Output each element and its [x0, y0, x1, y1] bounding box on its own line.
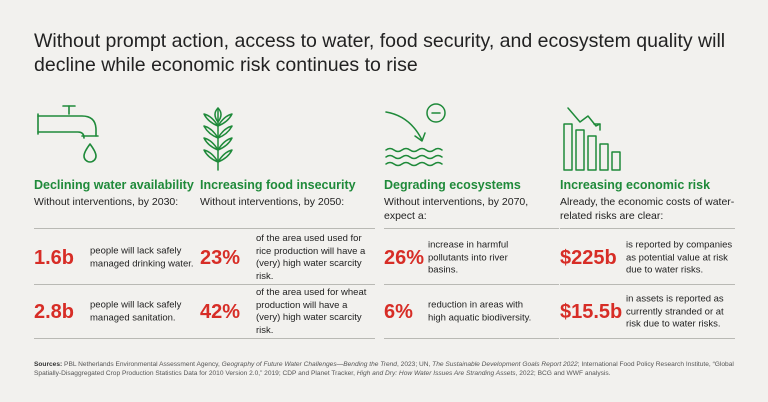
- divider: [560, 338, 735, 339]
- sources-title: High and Dry: How Water Issues Are Stran…: [356, 370, 516, 377]
- divider: [384, 228, 559, 229]
- sources-title: Geography of Future Water Challenges—Ben…: [221, 361, 397, 368]
- sources-text: PBL Netherlands Environmental Assessment…: [62, 361, 222, 368]
- stat-text: of the area used used for rice productio…: [256, 233, 366, 282]
- stat-text: of the area used for wheat production wi…: [256, 287, 367, 336]
- stat-row: $15.5b in assets is reported as currentl…: [560, 290, 745, 334]
- divider: [200, 228, 375, 229]
- stat-value: 2.8b: [34, 301, 75, 323]
- column-title: Increasing economic risk: [560, 178, 711, 192]
- column-subtitle: Without interventions, by 2030:: [34, 196, 179, 208]
- column-subtitle: Without interventions, by 2070, expect a…: [384, 196, 529, 222]
- stat-value: $15.5b: [560, 301, 623, 323]
- stat-value: 26%: [384, 247, 425, 269]
- wheat-icon: [200, 100, 240, 172]
- sources-text: , 2022; BCG and WWF analysis.: [515, 370, 611, 377]
- divider: [34, 338, 209, 339]
- stat-value: 1.6b: [34, 247, 75, 269]
- divider: [384, 284, 559, 285]
- faucet-drop-icon: [34, 100, 106, 170]
- stat-row: 6% reduction in areas with high aquatic …: [384, 290, 569, 334]
- sources-note: Sources: PBL Netherlands Environmental A…: [34, 360, 739, 378]
- sources-text: ; International Food Policy Research Ins…: [34, 361, 734, 377]
- divider: [560, 228, 735, 229]
- stat-value: 6%: [384, 301, 413, 323]
- stat-text: in assets is reported as currently stran…: [626, 293, 724, 330]
- stat-row: 26% increase in harmful pollutants into …: [384, 236, 569, 280]
- column-title: Declining water availability: [34, 178, 194, 192]
- stat-text: is reported by companies as potential va…: [626, 239, 733, 276]
- declining-water-waves-icon: [384, 100, 456, 170]
- stat-row: 23% of the area used used for rice produ…: [200, 233, 385, 282]
- column-title: Degrading ecosystems: [384, 178, 521, 192]
- divider: [34, 228, 209, 229]
- stat-row: $225b is reported by companies as potent…: [560, 236, 745, 280]
- sources-label: Sources:: [34, 361, 63, 368]
- stat-text: reduction in areas with high aquatic bio…: [428, 299, 532, 324]
- page-title: Without prompt action, access to water, …: [34, 30, 726, 76]
- stat-row: 1.6b people will lack safely managed dri…: [34, 236, 219, 280]
- stat-row: 2.8b people will lack safely managed san…: [34, 290, 219, 334]
- divider: [34, 284, 209, 285]
- divider: [200, 338, 375, 339]
- column-subtitle: Already, the economic costs of water-rel…: [560, 196, 735, 222]
- stat-value: 42%: [200, 301, 241, 323]
- divider: [200, 284, 375, 285]
- column-title: Increasing food insecurity: [200, 178, 356, 192]
- stat-row: 42% of the area used for wheat productio…: [200, 287, 385, 336]
- stat-value: 23%: [200, 247, 241, 269]
- column-subtitle: Without interventions, by 2050:: [200, 196, 345, 208]
- stat-value: $225b: [560, 247, 617, 269]
- declining-bar-chart-icon: [560, 100, 632, 172]
- sources-text: , 2023; UN,: [396, 361, 433, 368]
- sources-title: The Sustainable Development Goals Report…: [432, 361, 578, 368]
- divider: [560, 284, 735, 285]
- divider: [384, 338, 559, 339]
- stat-text: people will lack safely managed sanitati…: [90, 299, 182, 324]
- stat-text: people will lack safely managed drinking…: [90, 245, 194, 270]
- stat-text: increase in harmful pollutants into rive…: [428, 239, 509, 276]
